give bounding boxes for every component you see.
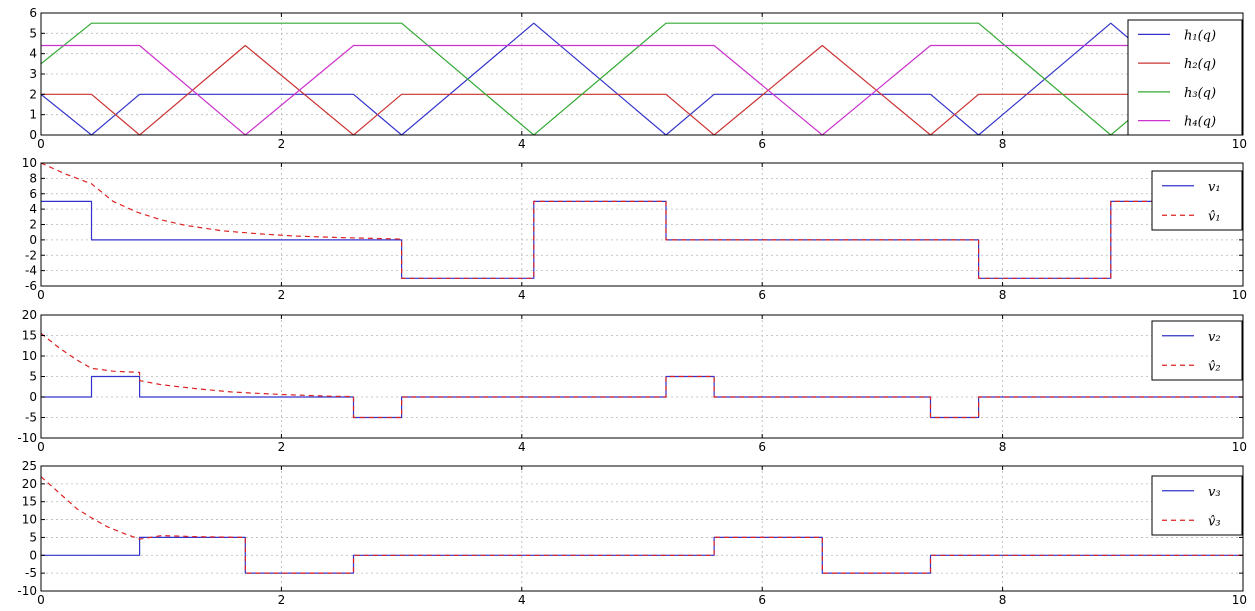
y-tick-label: 2 bbox=[29, 87, 37, 101]
x-tick-label: 10 bbox=[1232, 593, 1247, 607]
y-tick-label: -4 bbox=[25, 264, 37, 278]
y-tick-label: -6 bbox=[25, 279, 37, 293]
x-tick-label: 0 bbox=[37, 288, 45, 302]
series-line-4 bbox=[41, 44, 1243, 135]
x-tick-label: 6 bbox=[758, 593, 766, 607]
y-tick-label: -10 bbox=[17, 584, 37, 598]
y-tick-label: 5 bbox=[29, 26, 37, 40]
y-tick-label: 0 bbox=[29, 128, 37, 142]
legend-box bbox=[1151, 475, 1243, 536]
y-tick-label: 2 bbox=[29, 218, 37, 232]
x-tick-label: 8 bbox=[999, 137, 1007, 151]
legend-label: h₄(q) bbox=[1184, 115, 1216, 130]
x-tick-label: 6 bbox=[758, 288, 766, 302]
x-tick-label: 4 bbox=[518, 137, 526, 151]
y-tick-label: 0 bbox=[29, 233, 37, 247]
series-line-2 bbox=[41, 476, 1243, 574]
y-tick-label: 10 bbox=[22, 513, 37, 527]
x-tick-label: 2 bbox=[278, 593, 286, 607]
x-tick-label: 10 bbox=[1232, 137, 1247, 151]
legend: v₁ v̂₁ bbox=[1151, 170, 1243, 231]
y-tick-label: 25 bbox=[22, 459, 37, 473]
legend-box bbox=[1127, 19, 1243, 136]
legend-label: v₃ bbox=[1208, 485, 1221, 500]
y-tick-label: 10 bbox=[22, 156, 37, 170]
x-tick-label: 8 bbox=[999, 593, 1007, 607]
y-tick-label: 5 bbox=[29, 530, 37, 544]
y-tick-label: -5 bbox=[25, 411, 37, 425]
y-tick-label: 5 bbox=[29, 370, 37, 384]
y-tick-label: 20 bbox=[22, 308, 37, 322]
legend-label: v̂₂ bbox=[1208, 359, 1221, 374]
x-tick-label: 4 bbox=[518, 440, 526, 454]
y-tick-label: 4 bbox=[29, 47, 37, 61]
y-tick-label: 6 bbox=[29, 187, 37, 201]
y-tick-label: 10 bbox=[22, 349, 37, 363]
x-tick-label: 0 bbox=[37, 593, 45, 607]
y-tick-label: 0 bbox=[29, 390, 37, 404]
axes-frame bbox=[40, 465, 1244, 592]
x-tick-label: 10 bbox=[1232, 440, 1247, 454]
y-tick-label: 15 bbox=[22, 495, 37, 509]
series-line-1 bbox=[41, 536, 1243, 574]
legend-label: h₂(q) bbox=[1184, 57, 1216, 72]
x-tick-label: 10 bbox=[1232, 288, 1247, 302]
legend: v₂ v̂₂ bbox=[1151, 320, 1243, 381]
y-tick-label: -2 bbox=[25, 248, 37, 262]
legend-box bbox=[1151, 170, 1243, 231]
y-tick-label: 8 bbox=[29, 171, 37, 185]
x-tick-label: 6 bbox=[758, 440, 766, 454]
chart-panel-3: 0 2 4 6 8 10 -10 -5 0 5 10 15 20 v₂ v̂₂ bbox=[17, 308, 1247, 454]
y-tick-label: 0 bbox=[29, 548, 37, 562]
x-tick-label: 4 bbox=[518, 593, 526, 607]
series-line-2 bbox=[41, 332, 1243, 419]
y-tick-label: 15 bbox=[22, 329, 37, 343]
y-tick-label: 1 bbox=[29, 108, 37, 122]
x-tick-label: 2 bbox=[278, 137, 286, 151]
series-line-2 bbox=[41, 44, 1243, 135]
chart-panel-1: 0 2 4 6 8 10 0 1 2 3 4 5 6 h₁(q) h₂(q) h₃(q) h₄(q) bbox=[29, 6, 1247, 151]
legend-label: v̂₃ bbox=[1208, 514, 1221, 529]
x-tick-label: 6 bbox=[758, 137, 766, 151]
series-line-3 bbox=[41, 22, 1243, 135]
x-tick-label: 0 bbox=[37, 440, 45, 454]
legend: v₃ v̂₃ bbox=[1151, 475, 1243, 536]
legend-label: h₁(q) bbox=[1184, 28, 1216, 43]
y-tick-label: 20 bbox=[22, 477, 37, 491]
x-tick-label: 0 bbox=[37, 137, 45, 151]
series-line-2 bbox=[41, 163, 1243, 279]
legend-label: h₃(q) bbox=[1184, 86, 1216, 101]
x-tick-label: 4 bbox=[518, 288, 526, 302]
y-tick-label: 3 bbox=[29, 67, 37, 81]
x-tick-label: 8 bbox=[999, 288, 1007, 302]
legend: h₁(q) h₂(q) h₃(q) h₄(q) bbox=[1127, 19, 1243, 136]
y-tick-label: -5 bbox=[25, 566, 37, 580]
y-tick-label: -10 bbox=[17, 431, 37, 445]
legend-label: v₂ bbox=[1208, 330, 1221, 345]
legend-label: v₁ bbox=[1208, 180, 1221, 195]
y-tick-label: 6 bbox=[29, 6, 37, 20]
series-line-1 bbox=[41, 22, 1243, 135]
x-tick-label: 2 bbox=[278, 440, 286, 454]
x-tick-label: 2 bbox=[278, 288, 286, 302]
x-tick-label: 8 bbox=[999, 440, 1007, 454]
legend-box bbox=[1151, 320, 1243, 381]
y-tick-label: 4 bbox=[29, 202, 37, 216]
legend-label: v̂₁ bbox=[1208, 209, 1221, 224]
